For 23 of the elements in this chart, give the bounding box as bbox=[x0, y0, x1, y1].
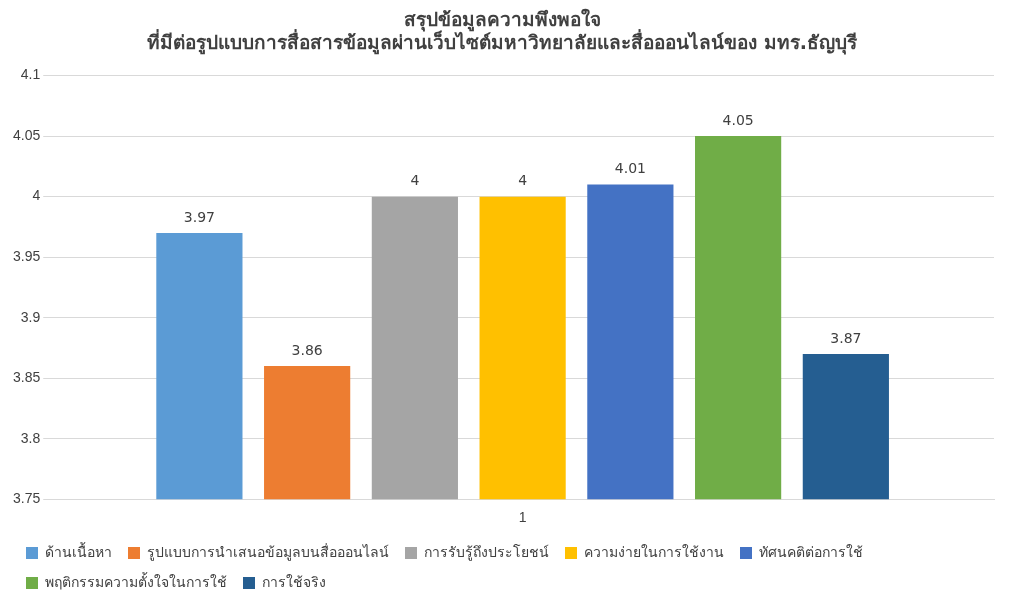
legend-label: การรับรู้ถึงประโยชน์ bbox=[424, 543, 549, 561]
y-tick-label: 4.1 bbox=[20, 66, 41, 83]
legend-label: ทัศนคติต่อการใช้ bbox=[759, 543, 863, 560]
y-tick-label: 3.75 bbox=[13, 490, 41, 507]
y-tick-label: 3.95 bbox=[13, 248, 41, 264]
y-tick-label: 4 bbox=[32, 187, 41, 204]
y-tick-label: 3.85 bbox=[13, 369, 41, 386]
data-label: 3.97 bbox=[183, 208, 215, 225]
data-label: 3.87 bbox=[830, 329, 862, 346]
data-label: 4.05 bbox=[722, 111, 754, 128]
data-label: 4 bbox=[518, 172, 528, 189]
y-tick-label: 4.05 bbox=[13, 126, 41, 143]
y-tick-label: 3.9 bbox=[20, 308, 41, 325]
x-tick-label: 1 bbox=[518, 509, 527, 526]
legend-label: รูปแบบการนำเสนอข้อมูลบนสื่อออนไลน์ bbox=[147, 542, 389, 561]
legend-label: ความง่ายในการใช้งาน bbox=[584, 543, 724, 560]
data-label: 4.01 bbox=[614, 160, 646, 177]
legend-label: การใช้จริง bbox=[262, 573, 326, 590]
legend-label: ด้านเนื้อหา bbox=[45, 541, 112, 560]
data-label: 4 bbox=[410, 172, 420, 189]
legend-label: พฤติกรรมความตั้งใจในการใช้ bbox=[45, 571, 227, 590]
data-label: 3.86 bbox=[291, 341, 323, 358]
y-tick-label: 3.8 bbox=[20, 429, 41, 446]
